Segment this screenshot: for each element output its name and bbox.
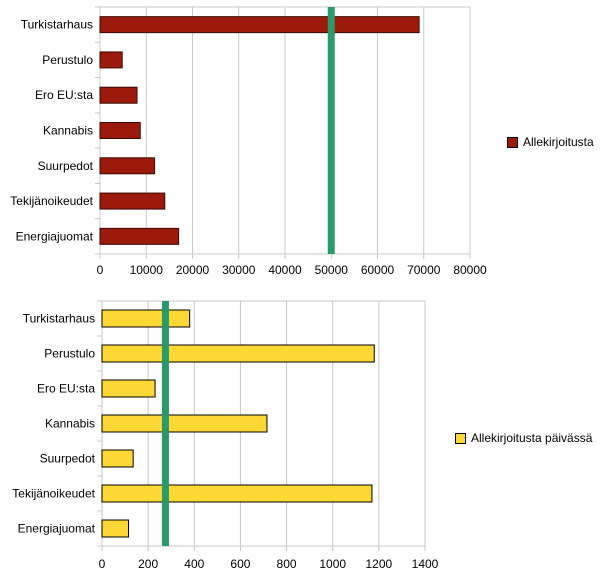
x-tick-label: 60000 [361,263,395,277]
reference-line [161,301,169,546]
reference-line [327,7,335,254]
signatures-per-day-chart: Turkistarhaus Perustulo Ero EU:sta Kannabis… [12,300,439,571]
category-label: Turkistarhaus [23,312,95,326]
category-label: Perustulo [44,347,95,361]
x-tick-label: 0 [99,557,106,571]
signatures-legend: Allekirjoitusta [507,135,594,149]
x-tick-label: 1200 [366,557,393,571]
category-label: Turkistarhaus [21,18,93,32]
bar [101,379,156,398]
x-tick-label: 200 [138,557,158,571]
bar [99,227,180,245]
bar [99,192,166,210]
x-tick-label: 1400 [412,557,439,571]
category-label: Suurpedot [38,159,94,173]
bar [101,309,191,328]
category-label: Energiajuomat [18,522,96,536]
x-tick-label: 400 [184,557,204,571]
bar [101,414,268,433]
legend-label: Allekirjoitusta päivässä [471,431,593,445]
legend-swatch [455,432,466,444]
category-label: Suurpedot [40,452,96,466]
signatures-chart: Turkistarhaus Perustulo Ero EU:sta Kannabis… [10,6,487,277]
x-tick-label: 50000 [315,263,349,277]
legend-swatch [507,136,518,148]
x-tick-label: 600 [230,557,250,571]
bar [99,51,123,69]
bar [99,16,420,34]
x-tick-label: 10000 [130,263,164,277]
bar [101,519,130,538]
category-label: Tekijänoikeudet [12,487,95,501]
legend-label: Allekirjoitusta [523,135,594,149]
bar [99,122,141,139]
x-tick-label: 0 [97,263,104,277]
category-label: Tekijänoikeudet [10,194,93,208]
category-label: Ero EU:sta [35,88,93,102]
category-label: Kannabis [43,124,93,138]
x-tick-label: 1000 [319,557,346,571]
x-tick-label: 20000 [176,263,210,277]
x-tick-label: 800 [277,557,297,571]
bar [99,157,156,175]
category-label: Kannabis [45,417,95,431]
signatures-per-day-legend: Allekirjoitusta päivässä [455,431,592,445]
category-label: Perustulo [42,53,93,67]
x-tick-label: 40000 [268,263,302,277]
x-tick-label: 70000 [407,263,441,277]
x-tick-label: 30000 [222,263,256,277]
bar [101,449,134,468]
bar [101,484,373,503]
bar [101,344,375,363]
category-label: Energiajuomat [16,229,94,243]
bar [99,86,138,104]
x-tick-label: 80000 [453,263,487,277]
category-label: Ero EU:sta [37,382,95,396]
